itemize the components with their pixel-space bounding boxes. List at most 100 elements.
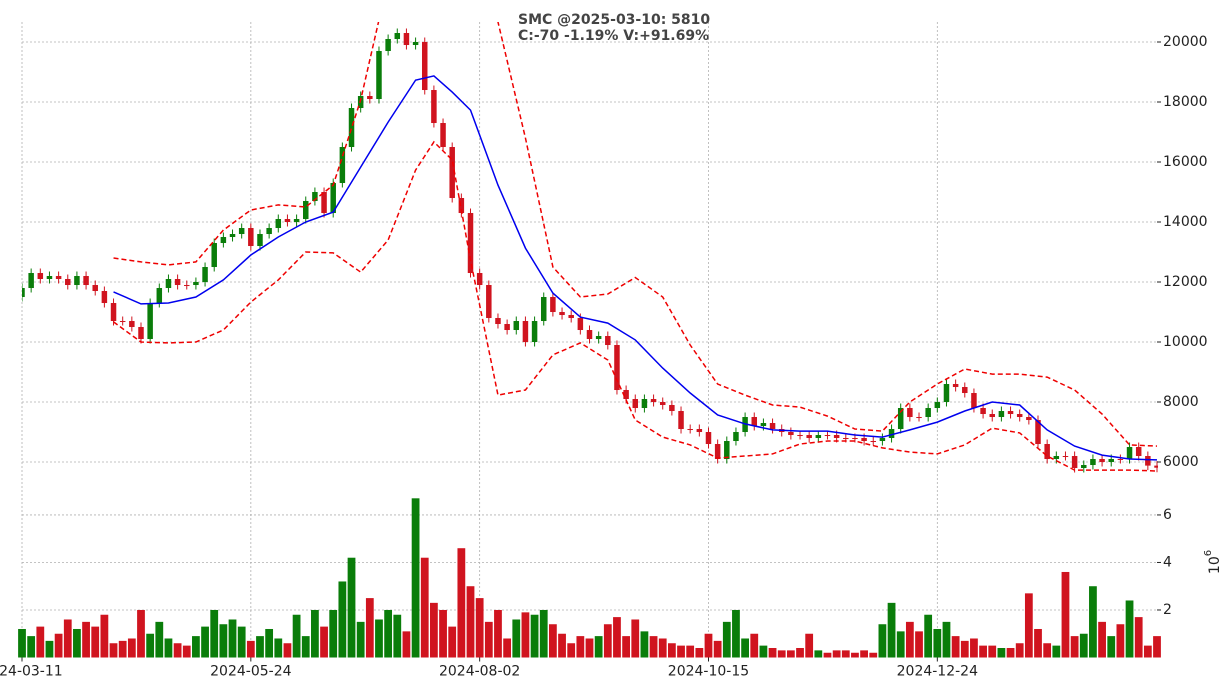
volume-bar — [45, 640, 54, 658]
volume-bar — [667, 643, 676, 658]
volume-bar — [1070, 636, 1079, 658]
candle-body — [431, 90, 437, 124]
candle-body — [1154, 465, 1158, 468]
candle-body — [202, 267, 208, 283]
volume-bar — [704, 633, 713, 658]
volume-bar — [494, 609, 502, 658]
volume-bar — [658, 638, 667, 658]
candle-body — [238, 228, 245, 235]
volume-bar — [127, 638, 136, 658]
volume-bar — [439, 609, 447, 658]
volume-bar — [466, 586, 475, 658]
volume-bar — [1052, 645, 1061, 658]
volume-bar — [640, 631, 649, 658]
volume-bar — [567, 643, 576, 658]
candle-body — [394, 33, 401, 40]
candle-body — [989, 414, 995, 418]
candle-body — [733, 432, 739, 442]
candle-body — [550, 297, 556, 313]
candle-body — [861, 438, 867, 442]
volume-scale-label: 106 — [1203, 550, 1223, 574]
candle-body — [824, 435, 831, 437]
candle-body — [769, 423, 776, 430]
volume-bar — [329, 609, 338, 658]
volume-bar — [741, 638, 749, 658]
candle-body — [559, 312, 565, 316]
candle-body — [421, 42, 428, 91]
candle-body — [934, 402, 941, 409]
volume-bar — [695, 647, 704, 658]
volume-bar — [356, 621, 365, 658]
volume-bar — [924, 614, 933, 658]
candle-body — [943, 384, 950, 403]
volume-bar — [274, 638, 283, 658]
candle-body — [1044, 444, 1050, 460]
candle-body — [888, 429, 895, 439]
volume-bar — [887, 602, 896, 658]
volume-bar — [192, 636, 200, 658]
candle-body — [751, 417, 758, 427]
chart-title: SMC @2025-03-10: 5810 — [518, 12, 710, 28]
volume-bar — [539, 609, 548, 658]
candle-body — [632, 399, 639, 409]
volume-bar — [988, 645, 997, 658]
lower-band — [113, 140, 1158, 472]
candle-body — [330, 183, 336, 214]
volume-bar — [63, 619, 72, 658]
candle-body — [531, 321, 538, 343]
y-tick-label: 6000 — [1163, 454, 1199, 470]
volume-tick-label: 6 — [1163, 507, 1172, 523]
volume-bar — [1024, 593, 1033, 658]
candle-body — [22, 288, 25, 298]
y-tick-label: 18000 — [1163, 94, 1208, 110]
volume-bar — [979, 645, 987, 658]
volume-bar — [109, 643, 118, 658]
candle-body — [760, 423, 767, 427]
volume-bar — [558, 633, 566, 658]
volume-panel — [18, 498, 1161, 658]
candle-body — [83, 276, 89, 286]
volume-bar — [118, 640, 127, 658]
candle-body — [1135, 447, 1142, 457]
y-tick-label: 20000 — [1163, 34, 1208, 50]
volume-bar — [603, 624, 612, 658]
candle-body — [540, 297, 547, 322]
price-panel — [22, 22, 1158, 473]
candle-body — [458, 198, 465, 214]
volume-bar — [1153, 636, 1161, 658]
volume-bar — [82, 621, 90, 658]
axes: 6000 8000 10000 12000 14000 16000 18000 20000 2 4… — [0, 34, 1208, 679]
candle-body — [385, 39, 391, 52]
volume-bar — [814, 650, 823, 658]
y-tick-label: 14000 — [1163, 214, 1208, 230]
volume-bar — [475, 598, 484, 658]
volume-bar — [823, 652, 832, 658]
candle-body — [257, 234, 263, 247]
volume-bar — [73, 628, 81, 658]
candle-body — [1016, 414, 1023, 418]
candle-body — [916, 417, 922, 419]
volume-bar — [219, 624, 228, 658]
volume-bar — [841, 650, 850, 658]
volume-bar — [777, 650, 786, 658]
candle-body — [266, 228, 272, 235]
volume-bar — [100, 614, 109, 658]
candle-body — [275, 219, 282, 229]
volume-bar — [686, 645, 695, 658]
y-tick-label: 8000 — [1163, 394, 1199, 410]
volume-bar — [649, 636, 658, 658]
volume-bar — [256, 636, 264, 658]
candle-body — [184, 285, 190, 287]
volume-bar — [1098, 621, 1106, 658]
volume-bar — [1061, 571, 1070, 658]
candle-body — [156, 288, 163, 304]
volume-bar — [301, 636, 310, 658]
volume-bar — [970, 638, 978, 658]
candle-body — [403, 33, 410, 46]
candle-body — [46, 276, 53, 280]
volume-bar — [878, 624, 887, 658]
volume-bar — [521, 612, 530, 658]
volume-bar — [1116, 624, 1125, 658]
candle-body — [55, 276, 62, 280]
